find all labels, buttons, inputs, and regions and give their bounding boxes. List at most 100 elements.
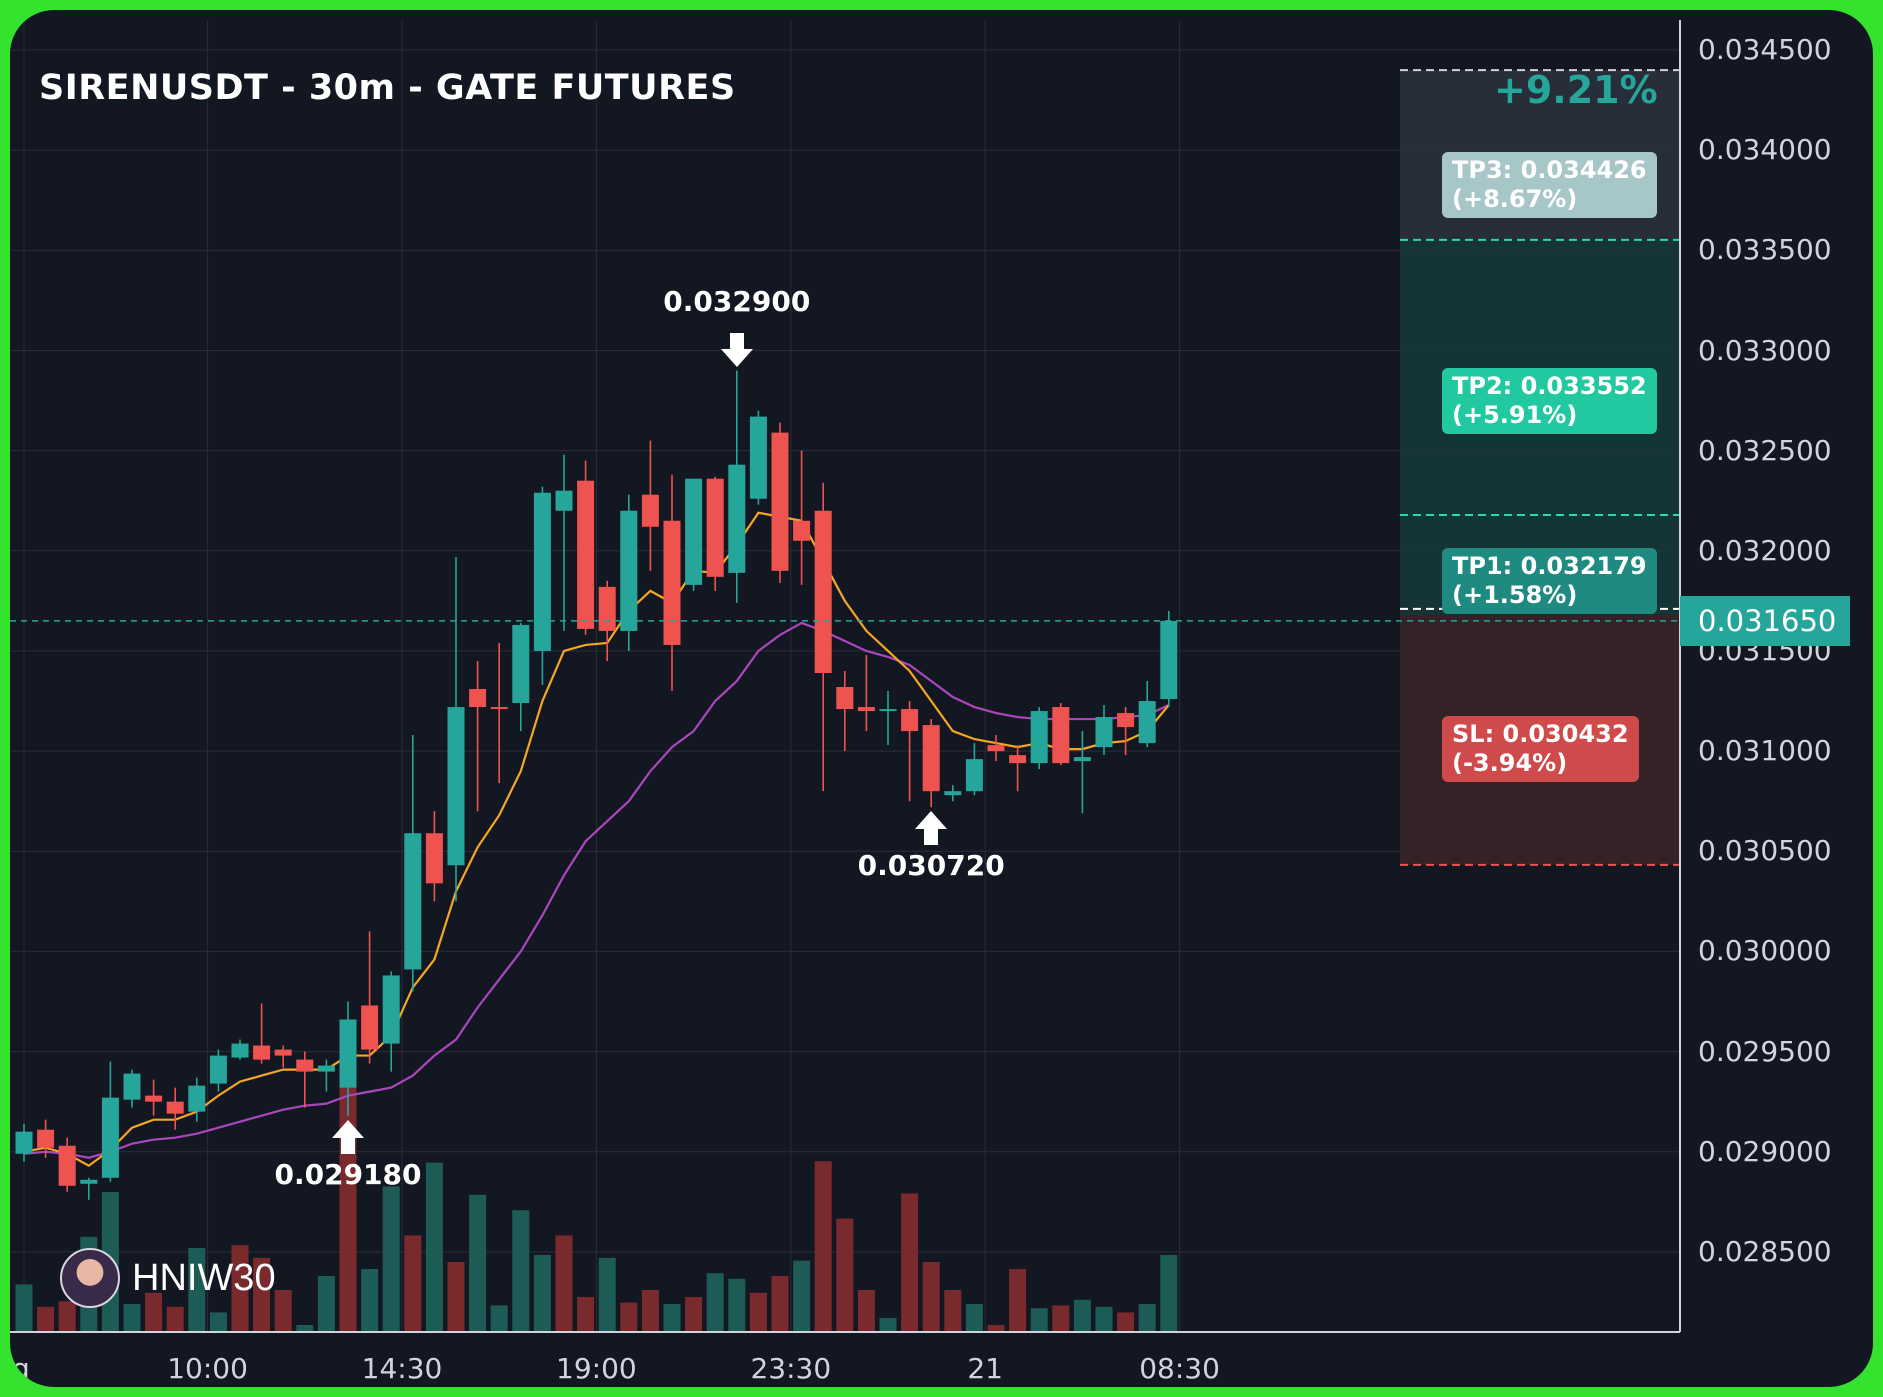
price-tick-label: 0.033500 <box>1698 233 1832 267</box>
candle <box>123 1069 141 1108</box>
candle <box>1160 610 1178 708</box>
volume-bar <box>706 1273 724 1332</box>
price-tick-label: 0.031000 <box>1698 734 1832 768</box>
candle <box>728 370 746 603</box>
candle <box>274 1045 292 1068</box>
candle-body <box>382 975 400 1044</box>
volume-bar <box>339 1078 357 1332</box>
candle <box>685 478 703 591</box>
candle <box>944 785 962 802</box>
candle-body <box>1117 713 1135 728</box>
tp1-label: TP1: 0.032179 (+1.58%) <box>1442 548 1657 614</box>
volume-bar <box>188 1248 206 1332</box>
volume-bar <box>231 1245 249 1332</box>
candle-body <box>231 1043 249 1058</box>
tp1-price: TP1: 0.032179 <box>1452 552 1647 580</box>
candle <box>620 494 638 651</box>
candle-body <box>555 490 573 511</box>
candle-body <box>533 492 551 651</box>
tp2-percent: (+5.91%) <box>1452 401 1578 429</box>
candle <box>188 1077 206 1122</box>
candle <box>447 556 465 902</box>
moving-averages <box>23 511 1170 1168</box>
candle <box>512 622 530 732</box>
volume-bar <box>15 1284 33 1332</box>
candle-body <box>58 1145 76 1186</box>
candle-body <box>339 1019 357 1088</box>
candle-body <box>857 707 875 712</box>
candle-body <box>145 1095 163 1102</box>
candle-body <box>15 1131 33 1154</box>
candle-body <box>987 745 1005 752</box>
volume-bar <box>944 1290 962 1332</box>
volume-bar <box>469 1194 487 1332</box>
time-tick-label: 14:30 <box>361 1352 443 1385</box>
volume-bar <box>901 1193 919 1332</box>
candle <box>145 1079 163 1116</box>
watermark-name: HNIW30 <box>132 1256 276 1299</box>
price-tick-label: 0.032500 <box>1698 433 1832 467</box>
volume-bar <box>987 1325 1005 1332</box>
candle <box>641 440 659 571</box>
volume-bar <box>728 1278 746 1332</box>
candle-body <box>620 510 638 631</box>
candle <box>749 410 767 505</box>
candle-body <box>166 1101 184 1114</box>
candle-body <box>1009 755 1027 764</box>
avatar <box>60 1248 120 1308</box>
volume-bar <box>1138 1304 1156 1332</box>
candle <box>469 660 487 812</box>
candle-body <box>80 1179 98 1184</box>
volume-bar <box>425 1162 443 1332</box>
volume-bar <box>793 1260 811 1332</box>
candle <box>490 642 508 784</box>
candle <box>1052 703 1070 766</box>
candle <box>1095 705 1113 756</box>
candle <box>1138 681 1156 748</box>
volume-bar <box>965 1304 983 1332</box>
candle-body <box>188 1085 206 1112</box>
tp2-label: TP2: 0.033552 (+5.91%) <box>1442 368 1657 434</box>
candle-body <box>447 707 465 866</box>
watermark: HNIW30 <box>60 1246 276 1310</box>
candle-body <box>1138 701 1156 744</box>
price-tick-label: 0.030500 <box>1698 834 1832 868</box>
candle-body <box>361 1005 379 1050</box>
candle-body <box>317 1065 335 1072</box>
volume-bar <box>145 1292 163 1332</box>
candle <box>425 811 443 902</box>
candle <box>793 450 811 585</box>
candle <box>296 1051 314 1108</box>
sl-price: SL: 0.030432 <box>1452 720 1629 748</box>
ema-slow-line <box>23 621 1170 1159</box>
time-tick-label: 19:00 <box>556 1352 637 1385</box>
volume-bar <box>253 1257 271 1332</box>
candle-body <box>490 707 508 710</box>
candle-body <box>1052 707 1070 764</box>
volume-bar <box>166 1306 184 1332</box>
candle <box>814 482 832 792</box>
price-tick-label: 0.032000 <box>1698 533 1832 567</box>
volume-bar <box>620 1302 638 1332</box>
candle-body <box>641 494 659 527</box>
candle <box>166 1087 184 1130</box>
candle <box>533 486 551 686</box>
time-tick-label: 10:00 <box>167 1352 248 1385</box>
candle <box>1117 707 1135 756</box>
volume-bar <box>1009 1269 1027 1332</box>
arrow-up-icon <box>915 811 948 846</box>
candle <box>101 1061 119 1182</box>
candle <box>253 1003 271 1064</box>
candle <box>555 454 573 631</box>
candle-body <box>814 510 832 673</box>
candle <box>987 735 1005 762</box>
volume-bar <box>814 1161 832 1332</box>
candle-body <box>793 520 811 541</box>
chart-frame: SIRENUSDT - 30m - GATE FUTURES +9.21% TP… <box>10 10 1873 1387</box>
price-annotation: 0.029180 <box>274 1157 422 1191</box>
volume-bar <box>209 1312 227 1332</box>
time-tick-label: g <box>12 1352 30 1385</box>
volume-bar <box>512 1210 530 1332</box>
chart-title: SIRENUSDT - 30m - GATE FUTURES <box>39 68 736 108</box>
candle-body <box>706 478 724 577</box>
